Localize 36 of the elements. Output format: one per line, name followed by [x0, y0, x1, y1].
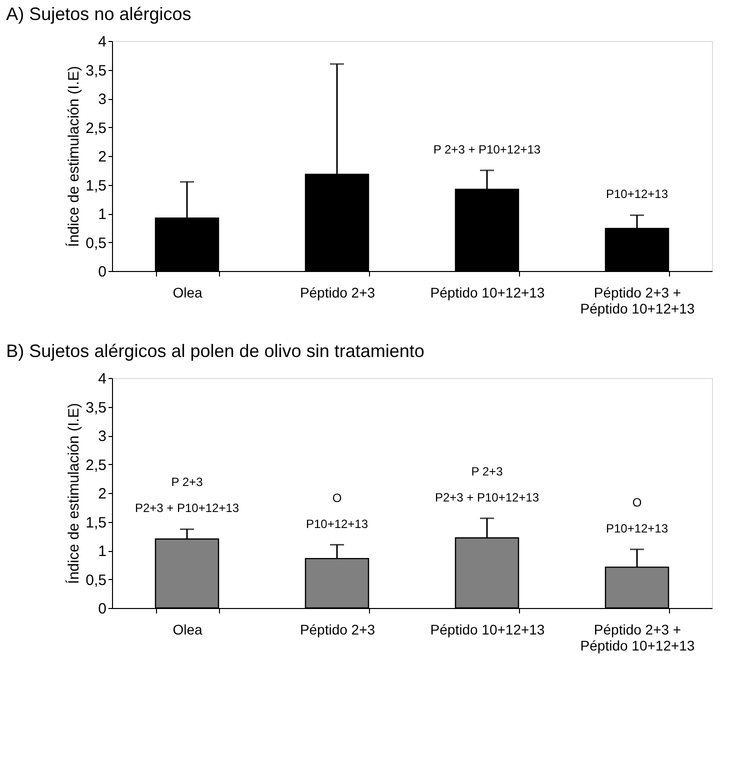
x-tick-label: Péptido 2+3: [300, 622, 376, 638]
x-tick-label: Péptido 10+12+13: [430, 622, 545, 638]
annotation: O P10+12+13: [606, 495, 668, 536]
y-tick-label: 1: [98, 543, 106, 560]
x-tick-label: Péptido 10+12+13: [430, 284, 545, 300]
x-tick-label: Péptido 2+3: [300, 284, 376, 300]
y-tick-label: 1,5: [86, 177, 106, 194]
annotation: P 2+3 P2+3 + P10+12+13: [434, 464, 540, 504]
y-tick-label: 4: [98, 34, 106, 50]
y-tick-label: 2: [98, 486, 106, 502]
y-tick-label: 3: [98, 428, 106, 445]
chart-title: B) Sujetos alérgicos al polen de olivo sin tratamiento: [6, 341, 424, 361]
annotation: P10+12+13: [606, 187, 668, 202]
x-tick-label: Olea: [172, 622, 202, 638]
y-tick-label: 0: [98, 264, 106, 280]
annotation: O P10+12+13: [306, 490, 368, 531]
x-tick-label: Olea: [172, 284, 202, 300]
y-tick-label: 0,5: [86, 234, 106, 252]
y-tick-label: 2,5: [86, 120, 106, 137]
y-tick-label: 1: [98, 206, 106, 223]
x-tick-label: Péptido 2+3 + Péptido 10+12+13: [580, 622, 695, 654]
y-tick-label: 3: [98, 91, 106, 108]
y-axis-title: Índice de estimulación (I.E): [64, 66, 83, 247]
annotation: P 2+3 + P10+12+13: [433, 142, 541, 156]
y-tick-label: 3,5: [86, 399, 106, 416]
y-tick-label: 4: [98, 370, 106, 388]
y-tick-label: 0: [98, 600, 106, 618]
y-tick-label: 2: [98, 148, 106, 166]
chart-title: A) Sujetos no alérgicos: [6, 4, 192, 24]
y-axis-title: Índice de estimulación (I.E): [64, 403, 83, 584]
y-tick-label: 3,5: [86, 62, 106, 80]
y-tick-label: 1,5: [86, 514, 106, 532]
x-tick-label: Péptido 2+3 + Péptido 10+12+13: [580, 284, 695, 316]
y-tick-label: 2,5: [86, 456, 106, 474]
y-tick-label: 0,5: [86, 572, 106, 589]
annotation: P 2+3 P2+3 + P10+12+13: [134, 475, 240, 516]
